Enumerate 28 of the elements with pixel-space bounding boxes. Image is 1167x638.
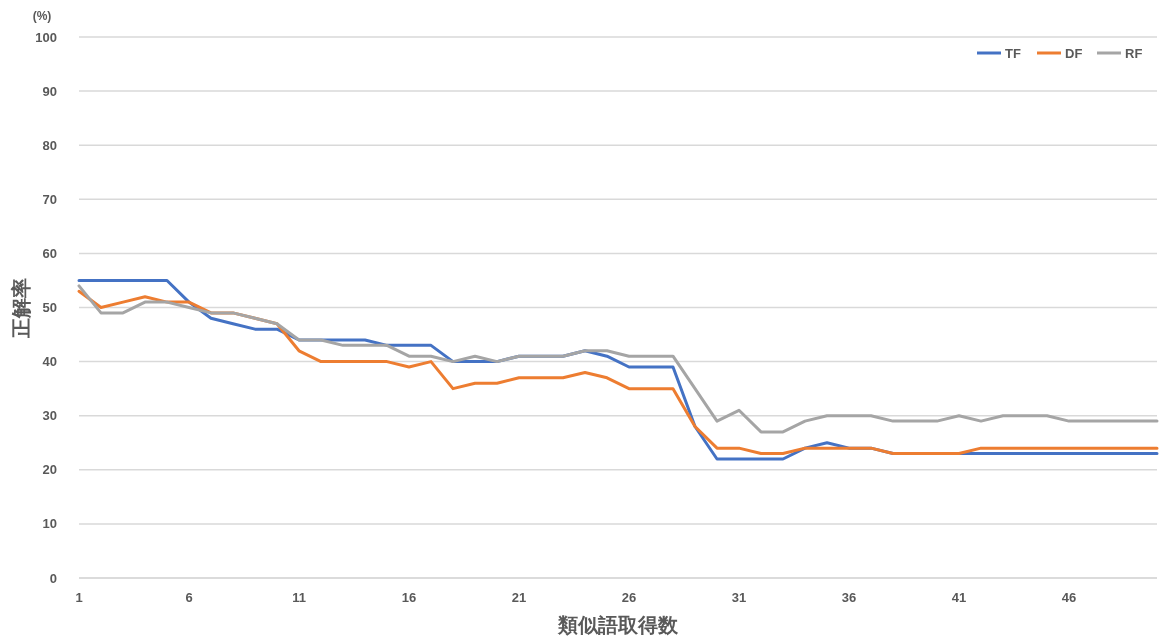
x-tick-label: 16	[401, 590, 417, 605]
x-tick-label: 31	[731, 590, 747, 605]
text: (%)	[32, 9, 52, 23]
x-axis-title: 類似語取得数	[557, 614, 679, 636]
legend-label: RF	[1125, 45, 1143, 61]
x-tick-label: 36	[841, 590, 857, 605]
y-tick-label: 40	[42, 354, 57, 370]
x-tick-label: 41	[951, 590, 967, 605]
y-tick-label: 20	[42, 462, 57, 478]
y-tick-label: 30	[42, 408, 57, 424]
y-axis-title: 正解率	[10, 277, 32, 339]
y-tick-label: 70	[42, 191, 57, 207]
x-tick-label: 11	[292, 590, 306, 605]
legend-label: TF	[1005, 45, 1021, 61]
line-series	[77, 284, 1159, 434]
y-tick-label: 100	[35, 29, 57, 45]
x-tick-label: 6	[185, 590, 193, 605]
y-tick-label: 10	[42, 516, 57, 532]
y-tick-label: 80	[42, 137, 57, 153]
legend-label: DF	[1065, 45, 1083, 61]
x-tick-label: 46	[1061, 590, 1077, 605]
x-tick-label: 1	[75, 590, 83, 605]
y-tick-label: 90	[42, 83, 57, 99]
x-tick-label: 21	[511, 590, 527, 605]
x-tick-label: 26	[621, 590, 637, 605]
y-tick-label: 50	[42, 300, 57, 316]
y-tick-label: 0	[49, 570, 57, 586]
y-tick-label: 60	[42, 245, 57, 261]
